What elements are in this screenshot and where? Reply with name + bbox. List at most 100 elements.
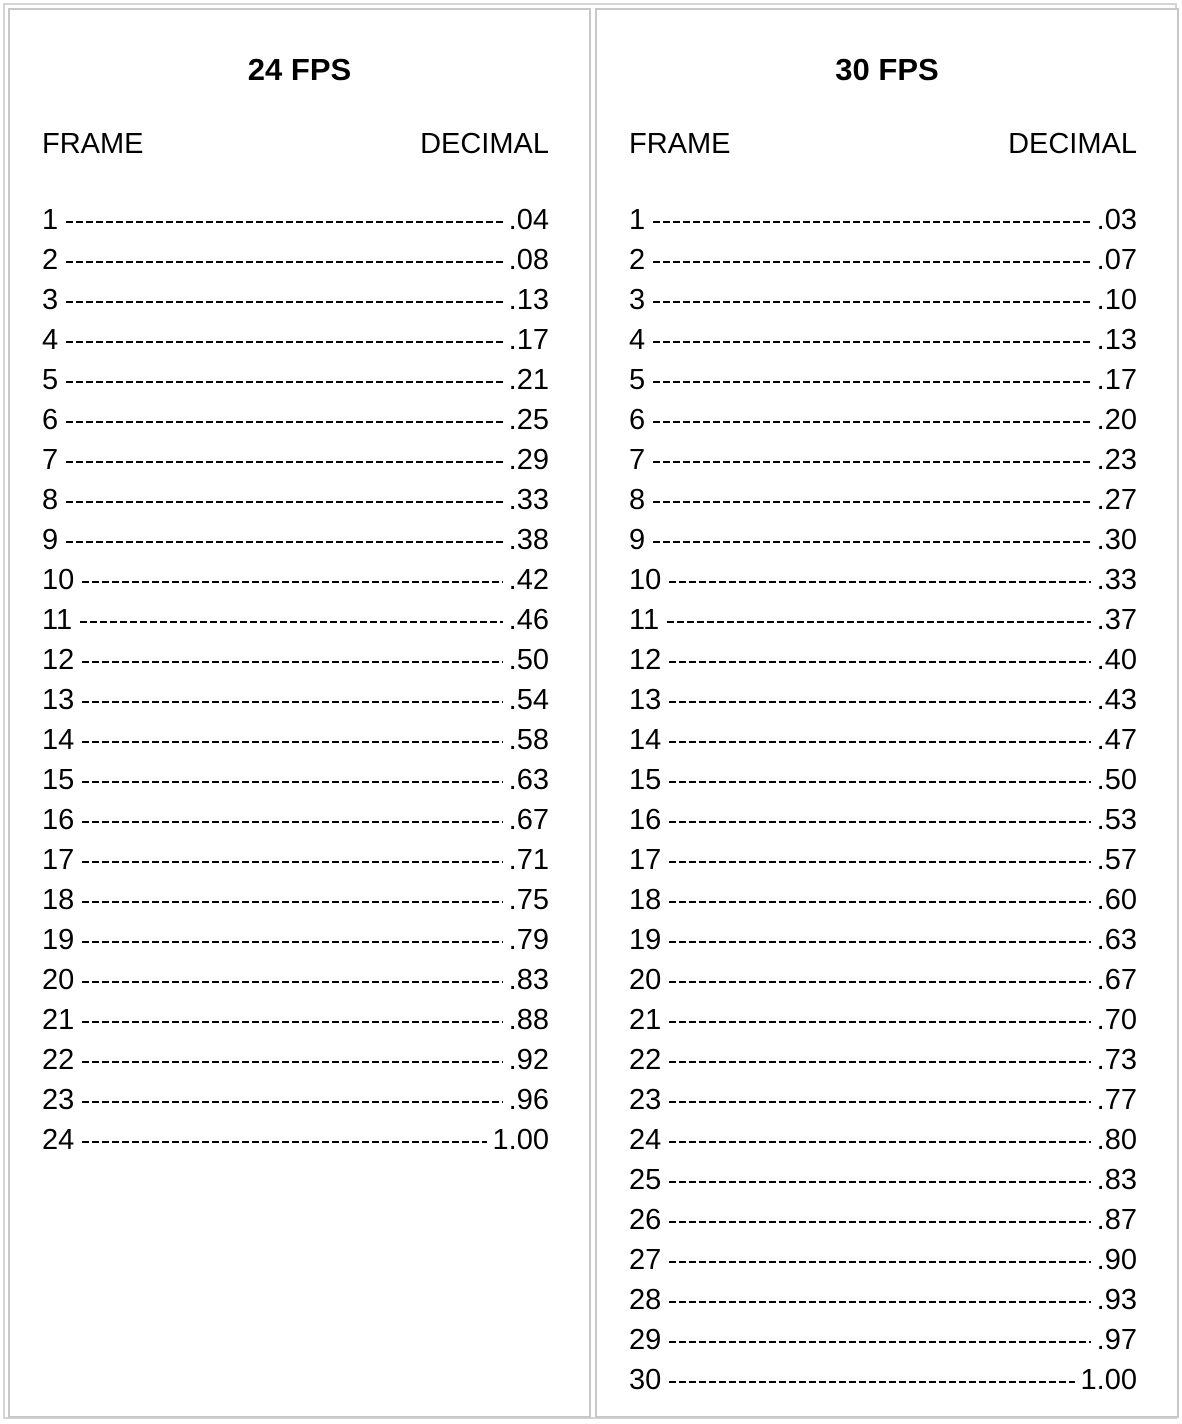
frame-number: 2 <box>42 243 59 276</box>
dashed-leader <box>82 661 503 663</box>
table-row: 25.83 <box>629 1160 1137 1200</box>
frame-number: 22 <box>42 1043 75 1076</box>
dashed-leader <box>653 381 1091 383</box>
dashed-leader <box>669 1221 1091 1223</box>
decimal-value: .92 <box>508 1043 549 1076</box>
frame-number: 18 <box>42 883 75 916</box>
frame-number: 1 <box>42 203 59 236</box>
table-row: 19.79 <box>42 920 549 960</box>
frame-number: 9 <box>629 523 646 556</box>
table-row: 16.67 <box>42 800 549 840</box>
table-title: 24 FPS <box>247 52 352 87</box>
dashed-leader <box>653 541 1091 543</box>
frame-number: 9 <box>42 523 59 556</box>
dashed-leader <box>669 741 1091 743</box>
frame-number: 13 <box>42 683 75 716</box>
decimal-value: .73 <box>1096 1043 1137 1076</box>
dashed-leader <box>669 1141 1091 1143</box>
table-row: 20.67 <box>629 960 1137 1000</box>
table-row: 7.29 <box>42 440 549 480</box>
dashed-leader <box>669 861 1091 863</box>
frame-number: 18 <box>629 883 662 916</box>
decimal-value: .50 <box>508 643 549 676</box>
table-row: 12.40 <box>629 640 1137 680</box>
frame-number: 12 <box>42 643 75 676</box>
frame-number: 15 <box>629 763 662 796</box>
frame-number: 17 <box>629 843 662 876</box>
table-row: 18.75 <box>42 880 549 920</box>
decimal-value: .21 <box>508 363 549 396</box>
decimal-value: .54 <box>508 683 549 716</box>
frame-number: 15 <box>42 763 75 796</box>
table-row: 12.50 <box>42 640 549 680</box>
decimal-value: .90 <box>1096 1243 1137 1276</box>
decimal-value: .17 <box>508 323 549 356</box>
dashed-leader <box>669 1381 1075 1383</box>
table-row: 3.13 <box>42 280 549 320</box>
frame-number: 10 <box>42 563 75 596</box>
decimal-value: .50 <box>1096 763 1137 796</box>
decimal-value: .70 <box>1096 1003 1137 1036</box>
frame-number: 28 <box>629 1283 662 1316</box>
table-row: 9.38 <box>42 520 549 560</box>
decimal-value: .08 <box>508 243 549 276</box>
table-24fps: 24 FPS FRAME DECIMAL 1.04 2.08 3.13 4.17 5.2… <box>8 8 591 1418</box>
table-row: 1.03 <box>629 200 1137 240</box>
decimal-value: .13 <box>1096 323 1137 356</box>
frame-number: 20 <box>629 963 662 996</box>
table-row: 10.33 <box>629 560 1137 600</box>
rows: 1.03 2.07 3.10 4.13 5.17 6.20 7.23 8.27 9.30 10.3… <box>629 200 1137 1400</box>
frame-number: 26 <box>629 1203 662 1236</box>
frame-number: 23 <box>42 1083 75 1116</box>
column-headers: FRAME DECIMAL <box>629 128 1137 161</box>
dashed-leader <box>669 701 1091 703</box>
table-row: 22.92 <box>42 1040 549 1080</box>
frame-number: 12 <box>629 643 662 676</box>
decimal-value: .42 <box>508 563 549 596</box>
dashed-leader <box>66 381 503 383</box>
table-row: 24.80 <box>629 1120 1137 1160</box>
dashed-leader <box>669 661 1091 663</box>
decimal-value: .29 <box>508 443 549 476</box>
decimal-value: 1.00 <box>492 1123 549 1156</box>
rows: 1.04 2.08 3.13 4.17 5.21 6.25 7.29 8.33 9.38 10.4… <box>42 200 549 1160</box>
dashed-leader <box>669 1101 1091 1103</box>
frame-number: 3 <box>42 283 59 316</box>
table-row: 27.90 <box>629 1240 1137 1280</box>
table-row: 21.88 <box>42 1000 549 1040</box>
frame-number: 29 <box>629 1323 662 1356</box>
dashed-leader <box>669 821 1091 823</box>
decimal-value: .33 <box>1096 563 1137 596</box>
dashed-leader <box>82 1021 503 1023</box>
frame-number: 1 <box>629 203 646 236</box>
dashed-leader <box>653 341 1091 343</box>
frame-number: 16 <box>42 803 75 836</box>
table-row: 6.25 <box>42 400 549 440</box>
decimal-value: .60 <box>1096 883 1137 916</box>
decimal-value: .93 <box>1096 1283 1137 1316</box>
table-row: 4.17 <box>42 320 549 360</box>
dashed-leader <box>66 261 503 263</box>
table-row: 13.43 <box>629 680 1137 720</box>
frame-number: 5 <box>629 363 646 396</box>
frame-number: 24 <box>42 1123 75 1156</box>
table-row: 10.42 <box>42 560 549 600</box>
table-row: 21.70 <box>629 1000 1137 1040</box>
decimal-value: .57 <box>1096 843 1137 876</box>
dashed-leader <box>669 941 1091 943</box>
decimal-value: .88 <box>508 1003 549 1036</box>
decimal-value: .17 <box>1096 363 1137 396</box>
frame-header: FRAME <box>42 128 144 160</box>
table-row: 14.47 <box>629 720 1137 760</box>
decimal-value: .63 <box>508 763 549 796</box>
frame-number: 4 <box>42 323 59 356</box>
dashed-leader <box>82 901 503 903</box>
decimal-value: .03 <box>1096 203 1137 236</box>
table-row: 5.21 <box>42 360 549 400</box>
table-row: 5.17 <box>629 360 1137 400</box>
frame-number: 30 <box>629 1363 662 1396</box>
decimal-value: .46 <box>508 603 549 636</box>
decimal-value: .07 <box>1096 243 1137 276</box>
frame-number: 6 <box>42 403 59 436</box>
dashed-leader <box>82 1101 503 1103</box>
